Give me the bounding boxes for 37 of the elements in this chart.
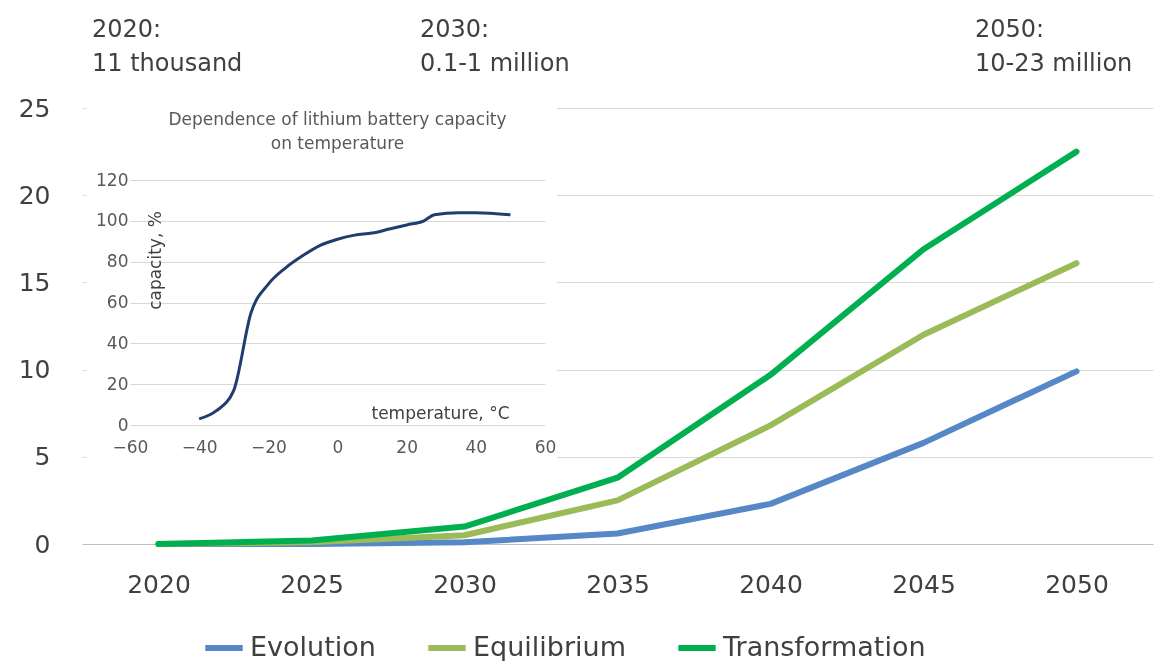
x-tick-label: 60	[534, 436, 557, 457]
legend-label: Transformation	[722, 631, 926, 661]
line-series	[197, 211, 512, 421]
x-tick-label: −20	[250, 436, 287, 457]
legend-label: Evolution	[250, 631, 376, 661]
y-tick-label: 40	[106, 332, 129, 353]
x-tick-label: 40	[465, 436, 488, 457]
x-tick-label: 0	[332, 436, 344, 457]
text: 2020: 11 thousand	[92, 15, 243, 77]
x-axis-title: temperature, °C	[371, 402, 510, 423]
y-tick-label: 0	[117, 414, 129, 435]
x-tick-label: −60	[112, 436, 149, 457]
chart-title: Dependence of lithium battery capacity on temperature	[168, 109, 507, 153]
y-tick-label: 100	[96, 210, 129, 231]
x-tick-label: 20	[396, 436, 418, 457]
y-tick-label: 0	[34, 529, 51, 559]
y-tick-label: 120	[96, 169, 129, 190]
y-tick-label: 80	[106, 251, 129, 272]
y-tick-label: 20	[106, 373, 129, 394]
legend-label: Equilibrium	[473, 631, 626, 661]
x-tick-label: 2050	[1045, 569, 1109, 599]
y-tick-label: 20	[18, 180, 51, 210]
x-tick-label: 2040	[739, 569, 803, 599]
y-tick-label: 5	[34, 442, 51, 472]
y-tick-label: 15	[18, 267, 51, 297]
y-tick-label: 10	[18, 355, 51, 385]
x-tick-label: 2035	[586, 569, 650, 599]
x-tick-label: −40	[181, 436, 218, 457]
x-tick-label: 2045	[892, 569, 956, 599]
text: 2030: 0.1-1 million	[420, 15, 570, 77]
text: 2050: 10-23 million	[975, 15, 1133, 77]
x-tick-label: 2020	[127, 569, 191, 599]
x-tick-label: 2030	[433, 569, 497, 599]
x-tick-label: 2025	[280, 569, 344, 599]
y-tick-label: 25	[18, 93, 51, 123]
y-axis-title: capacity, %	[144, 211, 165, 310]
y-tick-label: 60	[106, 292, 129, 312]
